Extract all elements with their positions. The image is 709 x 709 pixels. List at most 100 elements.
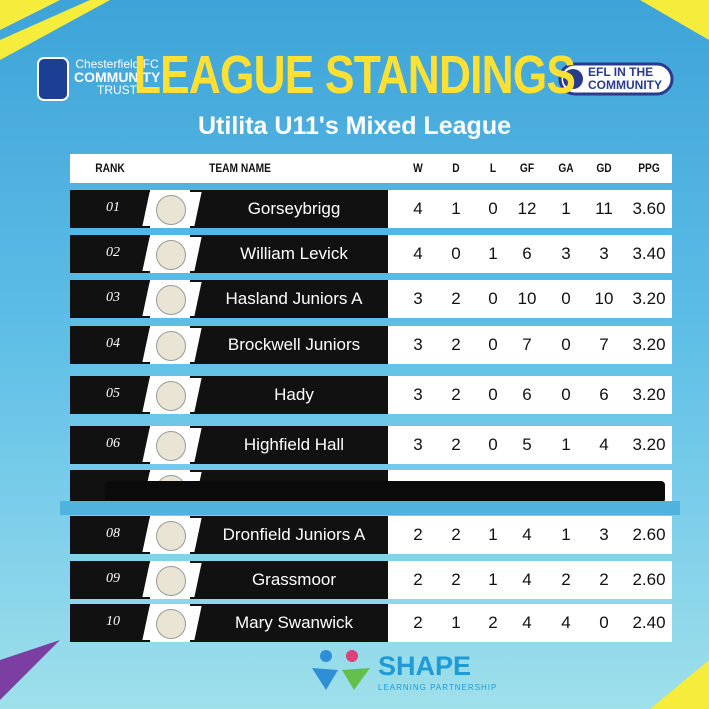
team-badge-icon	[156, 431, 186, 461]
column-header: D	[452, 161, 460, 175]
right-logo: EFL IN THE COMMUNITY	[588, 66, 662, 92]
rank: 06	[106, 436, 120, 451]
column-header: TEAM NAME	[209, 161, 271, 175]
stat-value: 3.20	[632, 435, 666, 454]
column-header: PPG	[638, 161, 660, 175]
column-header: GD	[596, 161, 612, 175]
team-badge-icon	[156, 521, 186, 551]
stat-value: 1	[451, 613, 461, 632]
stat-value: 3	[561, 244, 571, 263]
footer-logo: SHAPE	[378, 651, 472, 681]
stat-value: 2	[413, 613, 423, 632]
stat-value: 1	[488, 570, 498, 589]
rank: 02	[106, 245, 120, 260]
stat-value: 2	[561, 570, 571, 589]
stat-value: 2	[451, 435, 461, 454]
column-header: RANK	[95, 161, 125, 175]
team-name: William Levick	[240, 244, 348, 263]
stat-value: 4	[522, 613, 532, 632]
stat-value: 0	[488, 435, 498, 454]
stat-value: 1	[561, 435, 571, 454]
stat-value: 7	[522, 335, 532, 354]
stat-value: 4	[522, 570, 532, 589]
team-name: Hady	[274, 385, 314, 404]
stat-value: 3.20	[632, 289, 666, 308]
stat-value: 0	[451, 244, 461, 263]
occluding-cover	[60, 501, 680, 515]
team-name: Highfield Hall	[243, 435, 345, 454]
stat-value: 1	[488, 244, 498, 263]
stat-value: 2.60	[632, 570, 666, 589]
stat-value: 1	[561, 525, 571, 544]
column-header: L	[489, 161, 497, 175]
stat-value: 12	[517, 199, 537, 218]
team-cell	[190, 426, 388, 464]
stat-value: 7	[599, 335, 609, 354]
stat-value: 4	[413, 244, 423, 263]
team-cell	[190, 280, 388, 318]
stat-value: 2	[413, 525, 423, 544]
stat-value: 3	[413, 385, 423, 404]
stat-value: 3.20	[632, 385, 666, 404]
stat-value: 2	[413, 570, 423, 589]
occluding-bar	[105, 481, 665, 503]
team-cell	[190, 376, 388, 414]
footer-tagline: LEARNING PARTNERSHIP	[378, 683, 498, 692]
logo-text: Chesterfield FC	[75, 57, 159, 71]
subtitle: Utilita U11's Mixed League	[198, 112, 511, 140]
team-name: Mary Swanwick	[234, 613, 354, 632]
stat-value: 2	[599, 570, 609, 589]
stat-value: 2	[488, 613, 498, 632]
stat-value: 3	[413, 289, 423, 308]
stat-value: 0	[599, 613, 609, 632]
stat-value: 3	[413, 335, 423, 354]
stat-value: 10	[517, 289, 537, 308]
stat-value: 0	[488, 199, 498, 218]
rank: 09	[106, 571, 120, 586]
stat-value: 6	[599, 385, 609, 404]
rank-cell	[70, 561, 150, 599]
stat-value: 4	[561, 613, 571, 632]
stat-value: 6	[522, 244, 532, 263]
team-name: Gorseybrigg	[247, 199, 341, 218]
left-logo: Chesterfield FC COMMUNITY TRUST	[74, 58, 160, 97]
rank-cell	[70, 604, 150, 642]
team-name: Grassmoor	[251, 570, 337, 589]
stat-value: 6	[522, 385, 532, 404]
team-cell	[190, 190, 388, 228]
rank-cell	[70, 426, 150, 464]
stat-value: 11	[595, 199, 613, 218]
stat-value: 5	[522, 435, 532, 454]
team-name: Hasland Juniors A	[225, 289, 363, 308]
stat-value: 2.40	[632, 613, 666, 632]
rank-cell	[70, 376, 150, 414]
stat-value: 3	[599, 525, 609, 544]
header-bar	[70, 154, 672, 183]
stat-value: 3.20	[632, 335, 666, 354]
team-badge-icon	[156, 331, 186, 361]
team-badge-icon	[156, 566, 186, 596]
footer-icon	[312, 650, 370, 690]
team-cell	[190, 326, 388, 364]
stat-value: 1	[488, 525, 498, 544]
stat-value: 2	[451, 335, 461, 354]
rank-cell	[70, 190, 150, 228]
stat-value: 4	[522, 525, 532, 544]
team-badge-icon	[156, 285, 186, 315]
logo-text: TRUST	[97, 83, 137, 97]
rank: 01	[106, 200, 120, 215]
stat-value: 2	[451, 289, 461, 308]
rank-cell	[70, 326, 150, 364]
column-header: W	[413, 161, 423, 175]
stat-value: 3	[599, 244, 609, 263]
stat-value: 0	[488, 335, 498, 354]
team-badge-icon	[156, 381, 186, 411]
stat-value: 3	[413, 435, 423, 454]
stat-value: 2	[451, 570, 461, 589]
rank-cell	[70, 280, 150, 318]
rank: 04	[106, 336, 120, 351]
stat-value: 2	[451, 385, 461, 404]
team-name: Dronfield Juniors A	[222, 525, 366, 544]
